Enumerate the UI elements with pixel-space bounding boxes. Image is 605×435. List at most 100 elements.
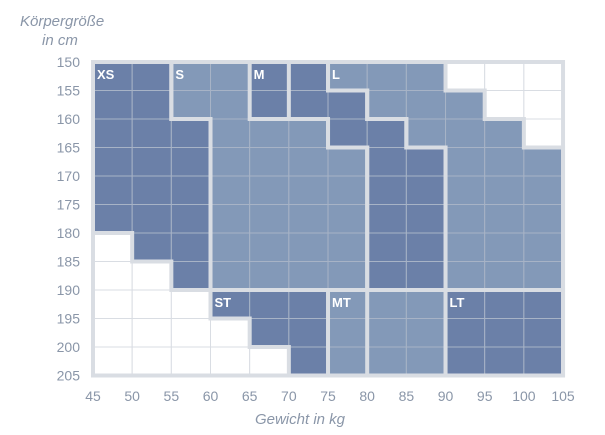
y-tick-label: 195: [57, 311, 81, 327]
cell-xs: [92, 175, 133, 205]
cell-s: [249, 232, 290, 262]
cell-l: [484, 118, 525, 148]
cell-l: [523, 232, 564, 262]
cell-st: [249, 318, 290, 348]
cell-lt: [484, 318, 525, 348]
y-tick-label: 160: [57, 111, 81, 127]
size-label-s: S: [175, 67, 184, 82]
cell-s: [288, 175, 329, 205]
y-tick-label: 185: [57, 254, 81, 270]
cell-s: [170, 90, 212, 120]
cell-xs: [131, 232, 172, 262]
cell-st: [288, 289, 329, 319]
x-tick-label: 80: [359, 388, 375, 404]
x-tick-label: 65: [242, 388, 258, 404]
cell-lt: [484, 289, 525, 319]
cell-m: [366, 204, 407, 234]
cell-xs: [131, 175, 172, 205]
cell-xs: [170, 175, 212, 205]
cell-xs: [92, 118, 133, 148]
cell-empty: [131, 346, 172, 376]
cell-l: [484, 232, 525, 262]
cell-l: [484, 175, 525, 205]
cell-s: [210, 118, 251, 148]
cell-mt: [327, 346, 368, 376]
cell-xs: [170, 118, 212, 148]
cell-m: [405, 175, 447, 205]
cell-empty: [170, 289, 212, 319]
cell-l: [445, 261, 486, 291]
cell-mt: [366, 289, 407, 319]
cell-s: [288, 261, 329, 291]
x-tick-label: 55: [164, 388, 180, 404]
cell-empty: [210, 346, 251, 376]
cell-l: [484, 261, 525, 291]
y-axis-title-line-1: Körpergröße: [20, 13, 104, 30]
cell-l: [366, 61, 407, 91]
x-tick-label: 60: [203, 388, 219, 404]
cell-empty: [523, 118, 564, 148]
cell-xs: [170, 232, 212, 262]
cell-lt: [445, 346, 486, 376]
size-label-lt: LT: [450, 295, 465, 310]
x-tick-label: 75: [320, 388, 336, 404]
cell-l: [484, 204, 525, 234]
cell-xs: [92, 204, 133, 234]
cell-l: [445, 232, 486, 262]
cell-m: [327, 118, 368, 148]
cell-mt: [405, 346, 447, 376]
cell-layer: [92, 61, 564, 376]
cell-empty: [131, 261, 172, 291]
cell-s: [210, 261, 251, 291]
cell-m: [405, 147, 447, 177]
cell-xs: [170, 204, 212, 234]
cell-s: [210, 204, 251, 234]
cell-l: [445, 175, 486, 205]
cell-m: [366, 147, 407, 177]
x-tick-layer: 45 50 55 60 65 70 75 80 85 90 95 100 105: [85, 388, 575, 404]
cell-s: [210, 61, 251, 91]
cell-mt: [405, 289, 447, 319]
cell-l: [405, 61, 447, 91]
cell-s: [249, 118, 290, 148]
cell-lt: [523, 346, 564, 376]
cell-m: [288, 61, 329, 91]
cell-l: [523, 204, 564, 234]
cell-empty: [131, 318, 172, 348]
cell-l: [366, 90, 407, 120]
x-tick-label: 45: [85, 388, 101, 404]
cell-s: [210, 175, 251, 205]
cell-l: [405, 118, 447, 148]
cell-xs: [131, 147, 172, 177]
cell-empty: [523, 90, 564, 120]
cell-s: [327, 261, 368, 291]
x-tick-label: 100: [512, 388, 536, 404]
cell-m: [366, 175, 407, 205]
cell-s: [327, 232, 368, 262]
cell-empty: [249, 346, 290, 376]
cell-empty: [445, 61, 486, 91]
cell-empty: [210, 318, 251, 348]
cell-l: [445, 118, 486, 148]
y-tick-label: 165: [57, 140, 81, 156]
x-tick-label: 105: [551, 388, 575, 404]
cell-xs: [170, 147, 212, 177]
cell-empty: [92, 289, 133, 319]
cell-xs: [170, 261, 212, 291]
cell-st: [288, 318, 329, 348]
cell-empty: [92, 261, 133, 291]
region-outline-layer: [91, 60, 566, 378]
cell-m: [405, 232, 447, 262]
size-label-m: M: [254, 67, 265, 82]
plot-border: [91, 60, 566, 378]
y-tick-label: 200: [57, 339, 81, 355]
cell-mt: [327, 318, 368, 348]
cell-xs: [131, 204, 172, 234]
cell-xs: [92, 147, 133, 177]
cell-m: [288, 90, 329, 120]
cell-empty: [92, 232, 133, 262]
cell-l: [523, 147, 564, 177]
cell-lt: [523, 289, 564, 319]
size-label-mt: MT: [332, 295, 351, 310]
